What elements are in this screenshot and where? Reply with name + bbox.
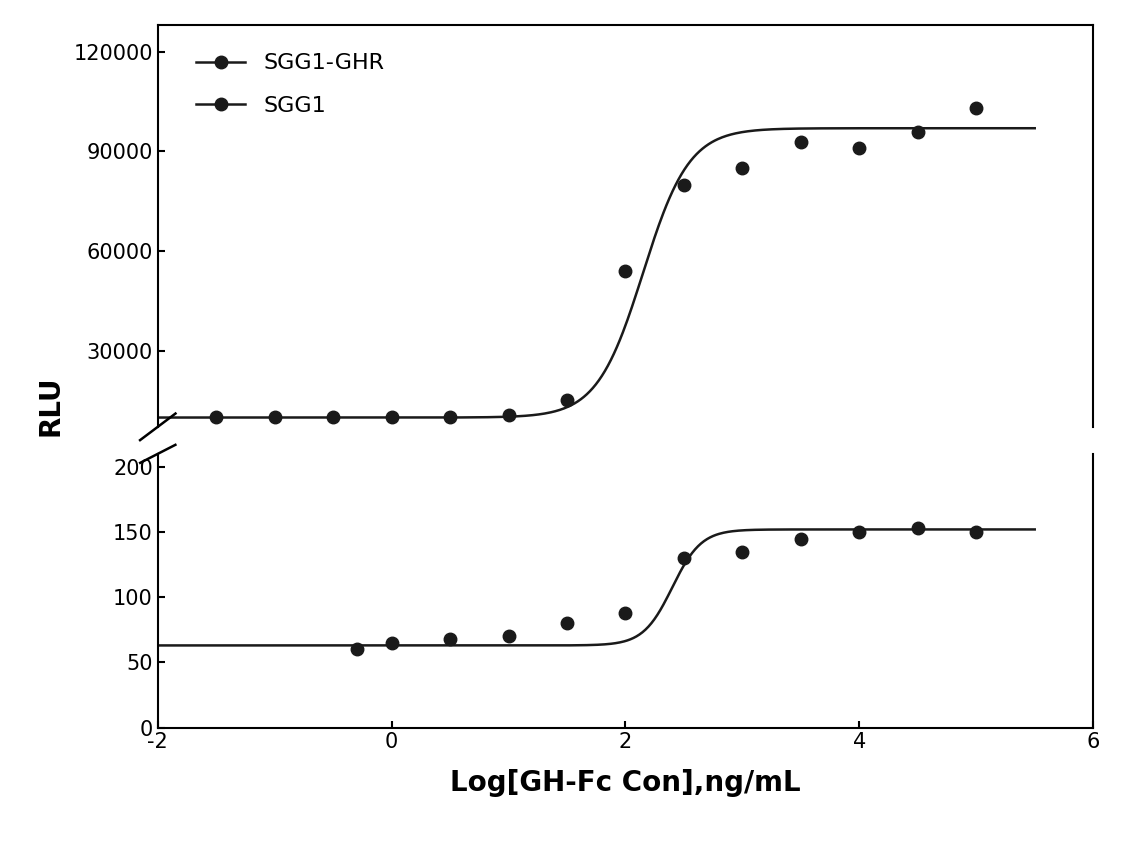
- Text: RLU: RLU: [37, 376, 64, 437]
- Legend: SGG1-GHR, SGG1: SGG1-GHR, SGG1: [187, 45, 393, 124]
- X-axis label: Log[GH-Fc Con],ng/mL: Log[GH-Fc Con],ng/mL: [450, 769, 801, 797]
